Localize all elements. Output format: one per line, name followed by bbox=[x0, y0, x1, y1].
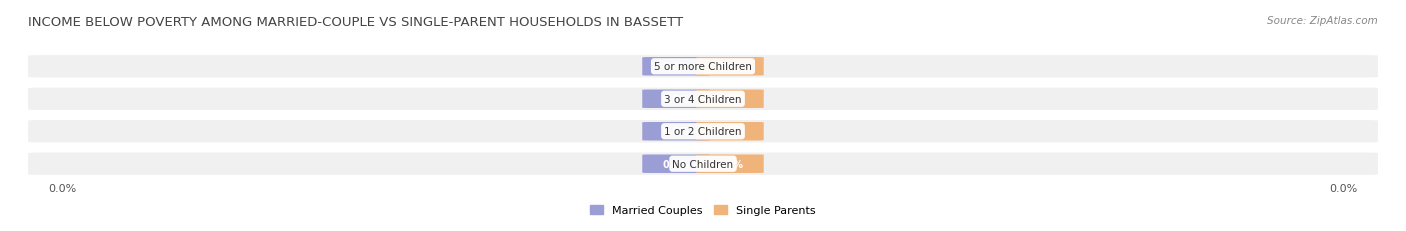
Text: 0.0%: 0.0% bbox=[717, 94, 744, 104]
Text: 0.0%: 0.0% bbox=[717, 62, 744, 72]
Text: 0.0%: 0.0% bbox=[662, 62, 689, 72]
Text: 3 or 4 Children: 3 or 4 Children bbox=[664, 94, 742, 104]
FancyBboxPatch shape bbox=[696, 155, 763, 173]
Text: INCOME BELOW POVERTY AMONG MARRIED-COUPLE VS SINGLE-PARENT HOUSEHOLDS IN BASSETT: INCOME BELOW POVERTY AMONG MARRIED-COUPL… bbox=[28, 16, 683, 29]
FancyBboxPatch shape bbox=[643, 58, 710, 76]
FancyBboxPatch shape bbox=[28, 56, 1378, 78]
Legend: Married Couples, Single Parents: Married Couples, Single Parents bbox=[586, 201, 820, 220]
Text: 5 or more Children: 5 or more Children bbox=[654, 62, 752, 72]
Text: Source: ZipAtlas.com: Source: ZipAtlas.com bbox=[1267, 16, 1378, 26]
FancyBboxPatch shape bbox=[696, 90, 763, 109]
Text: 0.0%: 0.0% bbox=[662, 127, 689, 137]
Text: 0.0%: 0.0% bbox=[662, 94, 689, 104]
FancyBboxPatch shape bbox=[28, 88, 1378, 110]
FancyBboxPatch shape bbox=[696, 122, 763, 141]
FancyBboxPatch shape bbox=[643, 122, 710, 141]
FancyBboxPatch shape bbox=[28, 153, 1378, 175]
FancyBboxPatch shape bbox=[696, 58, 763, 76]
Text: 0.0%: 0.0% bbox=[1330, 183, 1358, 193]
FancyBboxPatch shape bbox=[643, 155, 710, 173]
Text: No Children: No Children bbox=[672, 159, 734, 169]
Text: 0.0%: 0.0% bbox=[717, 159, 744, 169]
Text: 1 or 2 Children: 1 or 2 Children bbox=[664, 127, 742, 137]
Text: 0.0%: 0.0% bbox=[662, 159, 689, 169]
FancyBboxPatch shape bbox=[28, 121, 1378, 143]
FancyBboxPatch shape bbox=[643, 90, 710, 109]
Text: 0.0%: 0.0% bbox=[48, 183, 76, 193]
Text: 0.0%: 0.0% bbox=[717, 127, 744, 137]
